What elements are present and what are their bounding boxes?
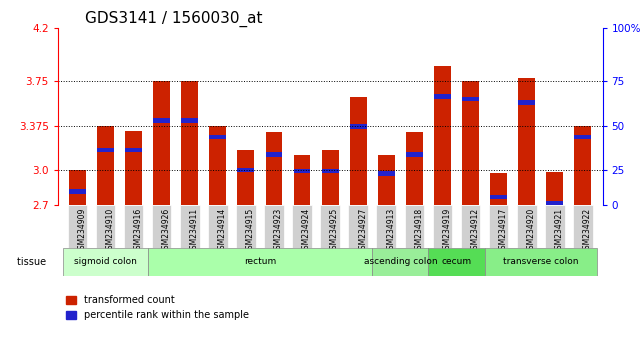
FancyBboxPatch shape bbox=[372, 248, 428, 276]
Bar bbox=[546, 201, 563, 205]
FancyBboxPatch shape bbox=[124, 205, 144, 248]
Legend: transformed count, percentile rank within the sample: transformed count, percentile rank withi… bbox=[63, 292, 253, 324]
FancyBboxPatch shape bbox=[264, 205, 284, 248]
Bar bbox=[490, 195, 507, 199]
Bar bbox=[546, 172, 563, 205]
Text: cecum: cecum bbox=[442, 257, 472, 267]
Text: transverse colon: transverse colon bbox=[503, 257, 579, 267]
Bar bbox=[378, 155, 395, 205]
FancyBboxPatch shape bbox=[376, 205, 396, 248]
FancyBboxPatch shape bbox=[517, 205, 537, 248]
Bar bbox=[378, 171, 395, 176]
FancyBboxPatch shape bbox=[428, 248, 485, 276]
FancyBboxPatch shape bbox=[67, 205, 87, 248]
FancyBboxPatch shape bbox=[404, 205, 424, 248]
FancyBboxPatch shape bbox=[152, 205, 171, 248]
Text: ascending colon: ascending colon bbox=[363, 257, 437, 267]
Bar bbox=[519, 78, 535, 205]
Text: rectum: rectum bbox=[244, 257, 276, 267]
Text: GSM234910: GSM234910 bbox=[105, 207, 115, 254]
Bar bbox=[97, 148, 114, 152]
Bar bbox=[153, 118, 170, 123]
FancyBboxPatch shape bbox=[489, 205, 508, 248]
Text: GSM234914: GSM234914 bbox=[218, 207, 227, 254]
Bar bbox=[210, 135, 226, 139]
FancyBboxPatch shape bbox=[485, 248, 597, 276]
Bar bbox=[265, 152, 283, 157]
Text: sigmoid colon: sigmoid colon bbox=[74, 257, 137, 267]
Text: GSM234909: GSM234909 bbox=[78, 207, 87, 254]
Bar bbox=[434, 66, 451, 205]
Bar bbox=[69, 170, 86, 205]
Bar bbox=[181, 81, 198, 205]
Text: GSM234916: GSM234916 bbox=[133, 207, 142, 254]
Text: GSM234927: GSM234927 bbox=[358, 207, 367, 254]
Text: GSM234913: GSM234913 bbox=[387, 207, 395, 254]
Bar bbox=[125, 131, 142, 205]
Text: GSM234922: GSM234922 bbox=[583, 207, 592, 253]
Bar bbox=[406, 132, 423, 205]
Bar bbox=[322, 150, 338, 205]
Bar bbox=[406, 152, 423, 157]
Text: GSM234920: GSM234920 bbox=[527, 207, 536, 254]
Bar bbox=[322, 169, 338, 173]
Bar bbox=[294, 155, 310, 205]
Bar bbox=[125, 148, 142, 152]
Bar bbox=[153, 81, 170, 205]
Bar bbox=[237, 167, 254, 172]
Text: GSM234919: GSM234919 bbox=[442, 207, 451, 254]
Text: GSM234918: GSM234918 bbox=[414, 207, 423, 253]
Bar bbox=[519, 100, 535, 105]
Bar bbox=[462, 97, 479, 102]
FancyBboxPatch shape bbox=[63, 248, 147, 276]
Text: GSM234926: GSM234926 bbox=[162, 207, 171, 254]
Bar bbox=[434, 95, 451, 99]
FancyBboxPatch shape bbox=[348, 205, 368, 248]
FancyBboxPatch shape bbox=[180, 205, 199, 248]
Bar bbox=[237, 150, 254, 205]
FancyBboxPatch shape bbox=[96, 205, 115, 248]
Text: GSM234915: GSM234915 bbox=[246, 207, 255, 254]
Text: GSM234912: GSM234912 bbox=[470, 207, 479, 253]
FancyBboxPatch shape bbox=[320, 205, 340, 248]
Text: tissue: tissue bbox=[17, 257, 49, 267]
FancyBboxPatch shape bbox=[236, 205, 256, 248]
FancyBboxPatch shape bbox=[208, 205, 228, 248]
Bar bbox=[574, 135, 591, 139]
FancyBboxPatch shape bbox=[147, 248, 372, 276]
Text: GDS3141 / 1560030_at: GDS3141 / 1560030_at bbox=[85, 11, 262, 27]
Bar bbox=[265, 132, 283, 205]
Bar bbox=[97, 126, 114, 205]
Bar bbox=[210, 126, 226, 205]
Bar bbox=[69, 189, 86, 194]
FancyBboxPatch shape bbox=[573, 205, 593, 248]
FancyBboxPatch shape bbox=[292, 205, 312, 248]
Bar bbox=[462, 81, 479, 205]
Bar bbox=[574, 126, 591, 205]
Text: GSM234921: GSM234921 bbox=[555, 207, 564, 253]
FancyBboxPatch shape bbox=[461, 205, 480, 248]
Bar bbox=[294, 169, 310, 173]
Bar bbox=[350, 97, 367, 205]
Bar bbox=[181, 118, 198, 123]
Bar bbox=[350, 124, 367, 129]
Bar bbox=[490, 173, 507, 205]
Text: GSM234923: GSM234923 bbox=[274, 207, 283, 254]
Text: GSM234911: GSM234911 bbox=[190, 207, 199, 253]
FancyBboxPatch shape bbox=[433, 205, 453, 248]
Text: GSM234924: GSM234924 bbox=[302, 207, 311, 254]
Text: GSM234925: GSM234925 bbox=[330, 207, 339, 254]
Text: GSM234917: GSM234917 bbox=[499, 207, 508, 254]
FancyBboxPatch shape bbox=[545, 205, 565, 248]
